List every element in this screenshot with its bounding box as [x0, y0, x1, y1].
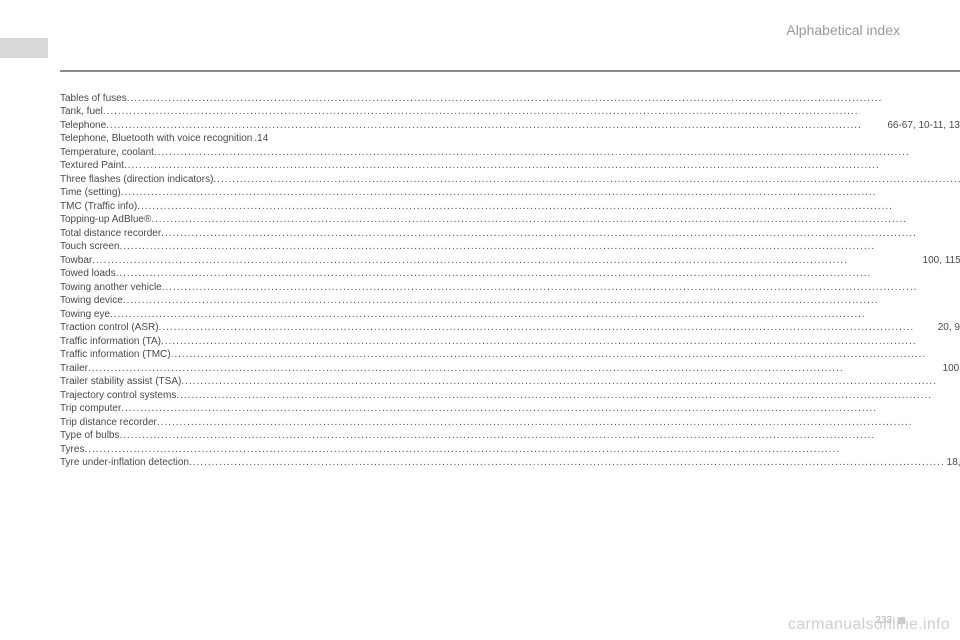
entry-pages: 100, 115-116, 173-174: [921, 254, 960, 268]
index-entry: Traffic information (TMC) ..............…: [60, 348, 960, 362]
index-entry: TMC (Traffic info) .....................…: [60, 200, 960, 214]
index-columns: TTables of fuses .......................…: [60, 56, 910, 558]
index-entry: Tank, fuel .............................…: [60, 105, 960, 119]
index-entry: Total distance recorder ................…: [60, 227, 960, 241]
entry-label: Traffic information (TMC): [60, 348, 171, 362]
entry-leader-dots: ........................................…: [124, 159, 960, 173]
entry-label: Towing another vehicle: [60, 281, 162, 295]
entry-leader-dots: ........................................…: [154, 146, 960, 160]
entry-pages: 18, 167-168, 191: [945, 456, 960, 470]
entry-leader-dots: ........................................…: [137, 200, 960, 214]
entry-leader-dots: ........................................…: [110, 308, 960, 322]
index-page: Alphabetical index T Tables of fuses ....…: [0, 0, 960, 640]
entry-label: Trajectory control systems: [60, 389, 176, 403]
entry-pages: .14: [252, 132, 268, 146]
entry-pages: 100, 115-116, 173: [941, 362, 960, 376]
entry-label: TMC (Traffic info): [60, 200, 137, 214]
entry-label: Tyre under-inflation detection: [60, 456, 189, 470]
index-entry: Towing another vehicle .................…: [60, 281, 960, 295]
index-entry: Topping-up AdBlue® .....................…: [60, 213, 960, 227]
entry-label: Trip distance recorder: [60, 416, 157, 430]
entry-label: Temperature, coolant: [60, 146, 154, 160]
entry-label: Telephone: [60, 119, 106, 133]
entry-leader-dots: ........................................…: [213, 173, 960, 187]
entry-label: Traffic information (TA): [60, 335, 161, 349]
index-entry: Touch screen ...........................…: [60, 240, 960, 254]
index-entry: Towed loads ............................…: [60, 267, 960, 281]
entry-label: Trip computer: [60, 402, 121, 416]
entry-label: Tank, fuel: [60, 105, 103, 119]
margin-strip: [0, 38, 48, 58]
entry-label: Towing eye: [60, 308, 110, 322]
entry-leader-dots: ........................................…: [127, 92, 960, 106]
entry-leader-dots: ........................................…: [116, 267, 960, 281]
index-entry: Trajectory control systems .............…: [60, 389, 960, 403]
column-1: T Tables of fuses .......................…: [60, 56, 960, 558]
index-entry: Telephone ..............................…: [60, 119, 960, 133]
entry-label: Topping-up AdBlue®: [60, 213, 151, 227]
entry-label: Time (setting): [60, 186, 121, 200]
entry-leader-dots: ........................................…: [121, 402, 960, 416]
section-rule: [60, 70, 960, 72]
index-entry: Traffic information (TA) ...............…: [60, 335, 960, 349]
entry-leader-dots: ........................................…: [103, 105, 960, 119]
entry-label: Tables of fuses: [60, 92, 127, 106]
entry-leader-dots: ........................................…: [88, 362, 941, 376]
index-entry: Towbar .................................…: [60, 254, 960, 268]
index-entry: Trailer stability assist (TSA) .........…: [60, 375, 960, 389]
entry-label: Traction control (ASR): [60, 321, 159, 335]
entry-leader-dots: ........................................…: [151, 213, 960, 227]
entry-leader-dots: ........................................…: [162, 281, 960, 295]
index-entry: Telephone, Bluetooth with voice recognit…: [60, 132, 960, 146]
index-entry: Tyres ..................................…: [60, 443, 960, 457]
entry-label: Telephone, Bluetooth with voice recognit…: [60, 132, 252, 146]
entry-label: Type of bulbs: [60, 429, 119, 443]
entry-label: Touch screen: [60, 240, 119, 254]
entry-leader-dots: ........................................…: [92, 254, 920, 268]
index-entry: Three flashes (direction indicators) ...…: [60, 173, 960, 187]
entry-pages: 66-67, 10-11, 13, 13-15, 27-30: [885, 119, 960, 133]
index-entry: Textured Paint .........................…: [60, 159, 960, 173]
index-entry: Tables of fuses ........................…: [60, 92, 960, 106]
entry-label: Three flashes (direction indicators): [60, 173, 213, 187]
index-entry: Tyre under-inflation detection .........…: [60, 456, 960, 470]
index-entry: Temperature, coolant ...................…: [60, 146, 960, 160]
entry-label: Towbar: [60, 254, 92, 268]
index-entry: Trailer ................................…: [60, 362, 960, 376]
entry-leader-dots: ........................................…: [171, 348, 960, 362]
entry-leader-dots: ........................................…: [84, 443, 960, 457]
entry-label: Towing device: [60, 294, 123, 308]
index-entry: Traction control (ASR) .................…: [60, 321, 960, 335]
entry-leader-dots: ........................................…: [161, 335, 960, 349]
entry-label: Tyres: [60, 443, 84, 457]
index-entry: Towing device ..........................…: [60, 294, 960, 308]
entry-pages: 20, 97-99, 101-102: [936, 321, 960, 335]
page-header: Alphabetical index: [60, 22, 910, 38]
entry-leader-dots: ........................................…: [181, 375, 960, 389]
entry-leader-dots: ........................................…: [119, 240, 960, 254]
section-head-t: T: [60, 56, 960, 86]
entry-label: Trailer: [60, 362, 88, 376]
index-entry: Trip computer ..........................…: [60, 402, 960, 416]
entry-leader-dots: ........................................…: [119, 429, 960, 443]
index-entry: Towing eye .............................…: [60, 308, 960, 322]
entry-label: Trailer stability assist (TSA): [60, 375, 181, 389]
entry-leader-dots: ........................................…: [157, 416, 960, 430]
entry-label: Towed loads: [60, 267, 116, 281]
index-entry: Time (setting) .........................…: [60, 186, 960, 200]
entry-leader-dots: ........................................…: [123, 294, 960, 308]
index-entry: Type of bulbs ..........................…: [60, 429, 960, 443]
entry-leader-dots: ........................................…: [121, 186, 960, 200]
watermark: carmanualsonline.info: [788, 616, 950, 634]
entry-leader-dots: ........................................…: [161, 227, 960, 241]
entry-leader-dots: ........................................…: [106, 119, 885, 133]
index-entry: Trip distance recorder .................…: [60, 416, 960, 430]
entry-label: Textured Paint: [60, 159, 124, 173]
entry-label: Total distance recorder: [60, 227, 161, 241]
entry-leader-dots: ........................................…: [189, 456, 945, 470]
entry-leader-dots: ........................................…: [176, 389, 960, 403]
entry-leader-dots: ........................................…: [159, 321, 936, 335]
